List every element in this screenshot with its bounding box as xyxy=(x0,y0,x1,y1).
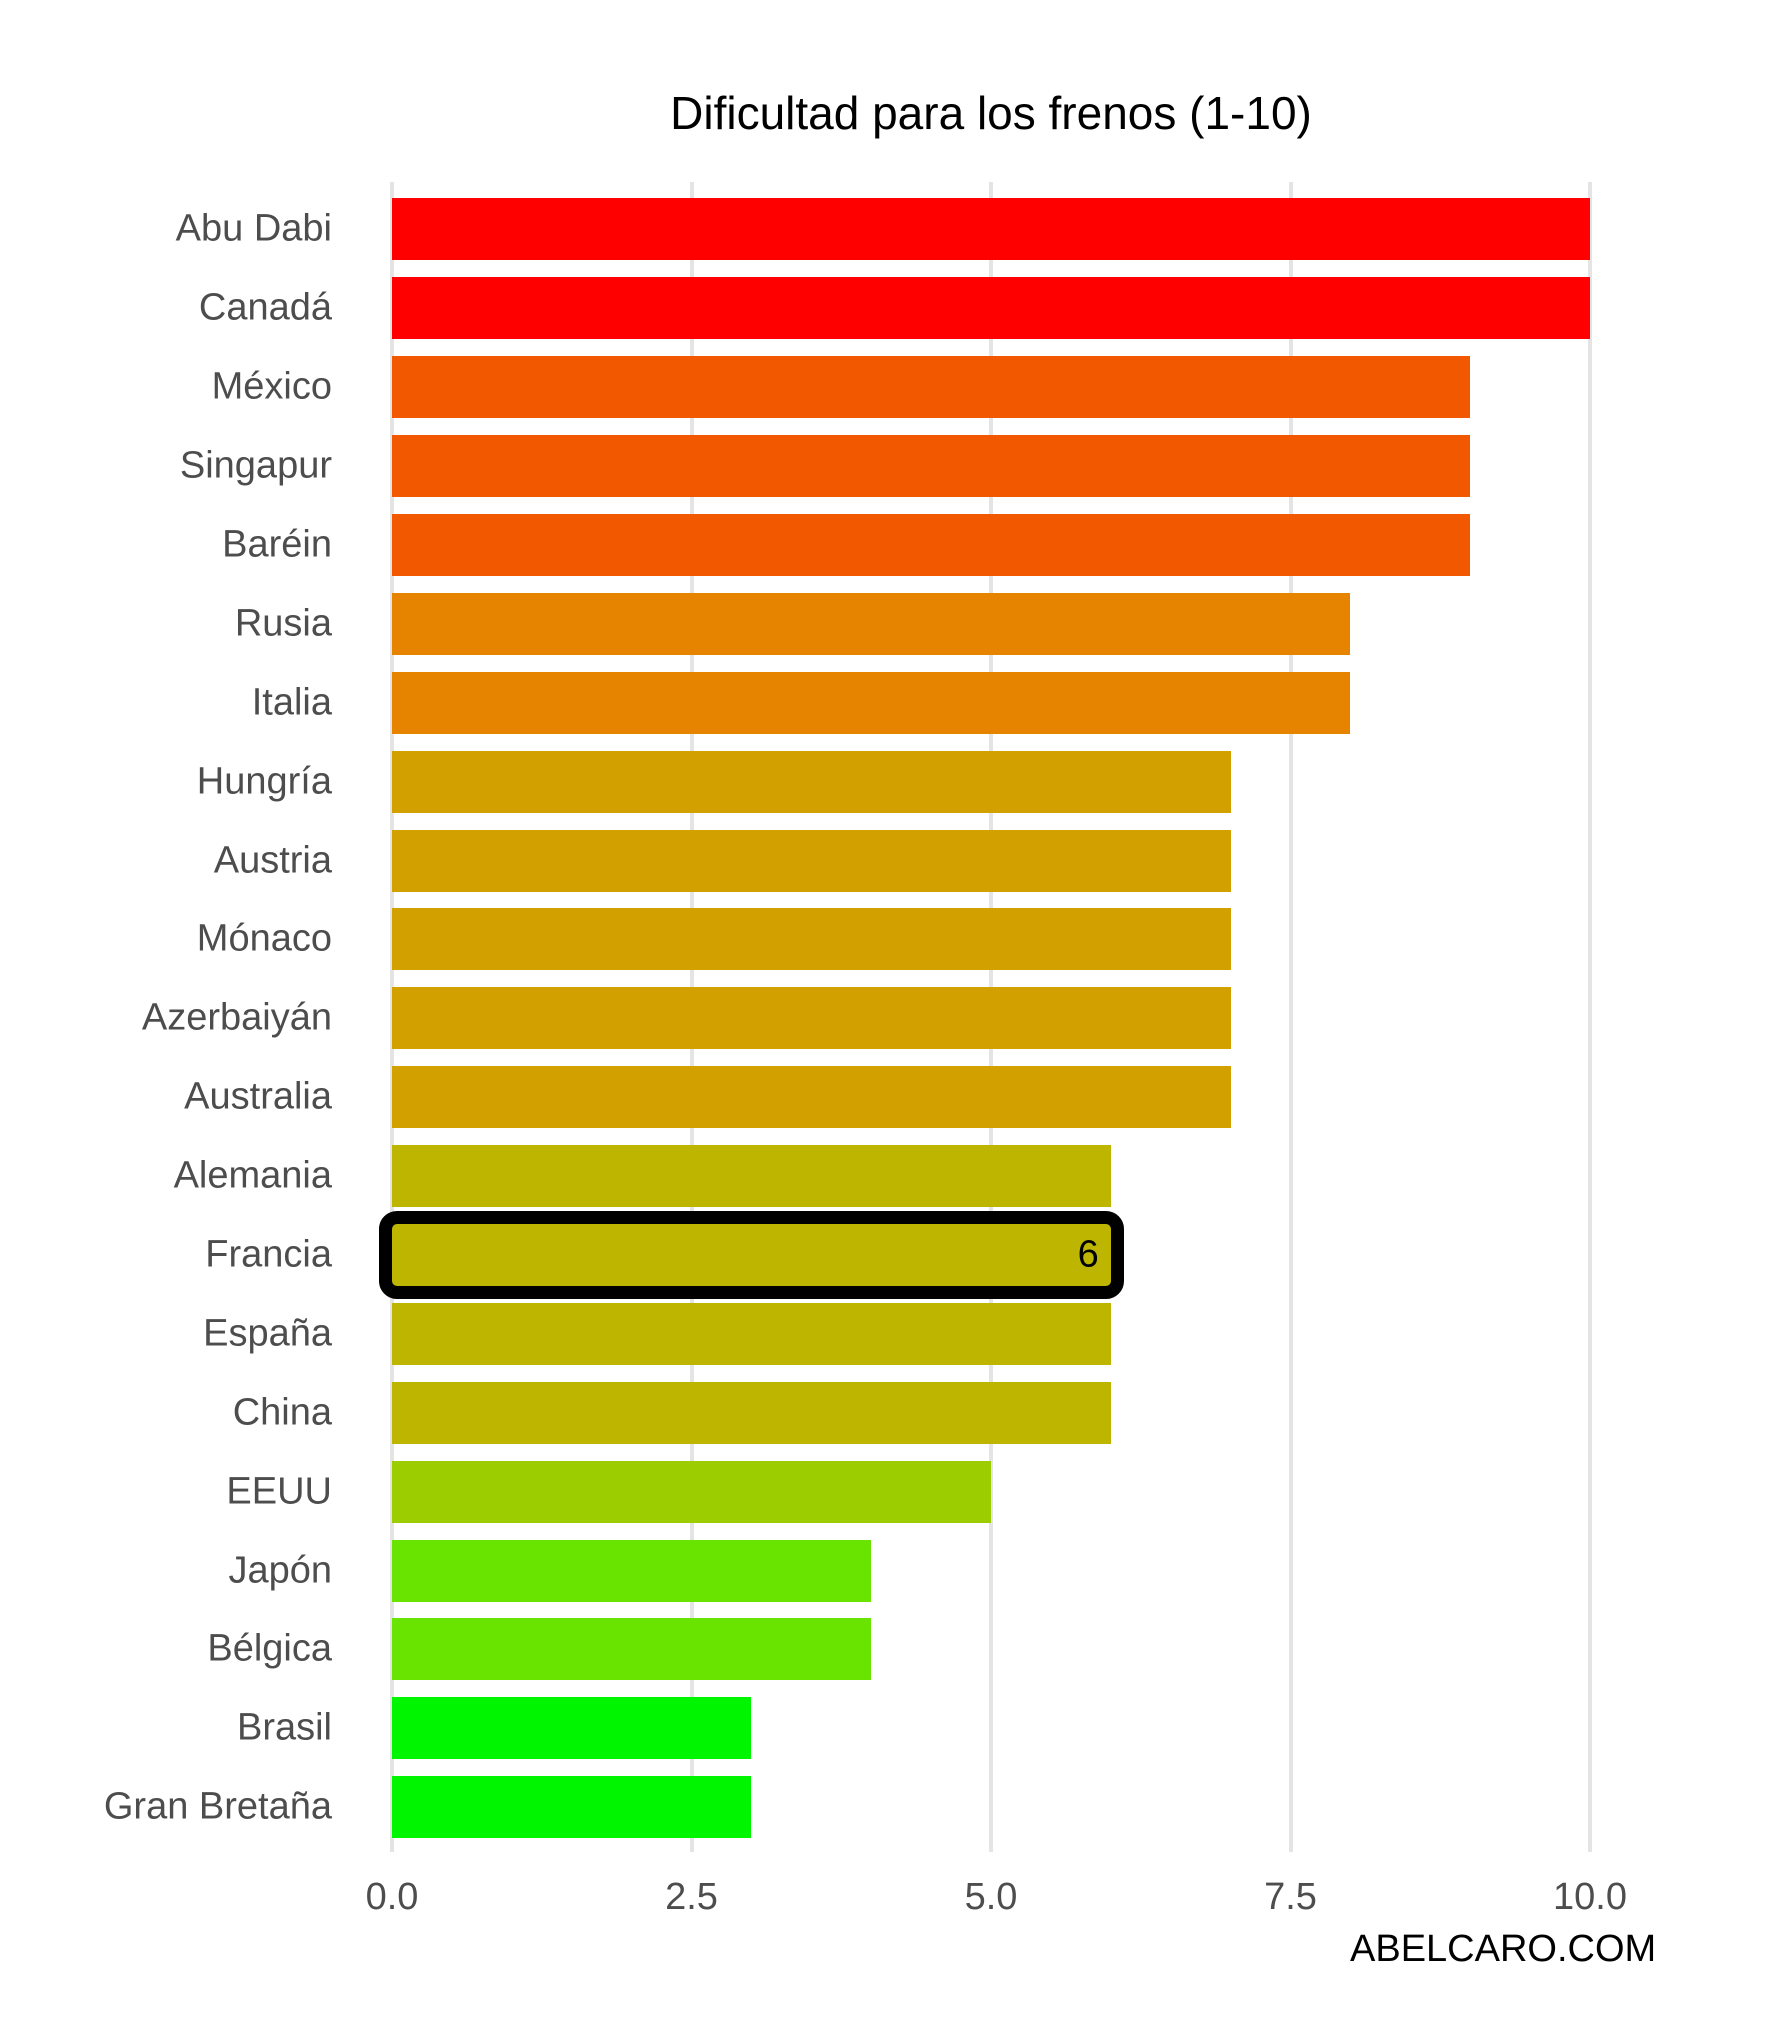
gridline-7.5 xyxy=(1288,182,1293,1852)
bar-España xyxy=(392,1302,1111,1365)
x-tick-label-2.5: 2.5 xyxy=(665,1876,718,1918)
bars-area: Abu Dabi Canadá México Singapur Baréin Rusia I… xyxy=(0,190,1771,1847)
watermark-text: ABELCARO.COM xyxy=(1350,1928,1657,1970)
category-label: Alemania xyxy=(173,1154,332,1197)
bar-row: España xyxy=(0,1294,1771,1373)
category-label: Italia xyxy=(251,681,332,724)
bar-México xyxy=(392,356,1471,419)
bar-row: China xyxy=(0,1373,1771,1452)
bar-Francia: 6 xyxy=(379,1211,1124,1300)
bar-China xyxy=(392,1381,1111,1444)
x-tick-label-10.0: 10.0 xyxy=(1553,1876,1627,1918)
bar-Azerbaiyán xyxy=(392,987,1231,1050)
category-label: Singapur xyxy=(179,444,332,487)
bar-Rusia xyxy=(392,592,1351,655)
gridline-10.0 xyxy=(1588,182,1592,1852)
bar-Alemania xyxy=(392,1145,1111,1208)
category-label: Azerbaiyán xyxy=(141,996,332,1039)
bar-Abu Dabi xyxy=(392,198,1590,261)
bar-row: Bélgica xyxy=(0,1610,1771,1689)
x-tick-label-0.0: 0.0 xyxy=(365,1876,419,1918)
bar-row: Italia xyxy=(0,663,1771,742)
x-tick-label-5.0: 5.0 xyxy=(964,1876,1018,1918)
bar-row: EEUU xyxy=(0,1452,1771,1531)
bar-Gran Bretaña xyxy=(392,1776,752,1839)
category-label: Rusia xyxy=(234,602,332,645)
bar-Bélgica xyxy=(392,1618,872,1681)
category-label: Bélgica xyxy=(207,1627,332,1670)
bar-row: Singapur xyxy=(0,427,1771,506)
bar-row: Baréin xyxy=(0,506,1771,585)
bar-row: Azerbaiyán xyxy=(0,979,1771,1058)
bar-value-label: 6 xyxy=(1077,1233,1099,1276)
highlight-outline xyxy=(379,1211,1124,1300)
category-label: China xyxy=(232,1391,332,1434)
bar-Hungría xyxy=(392,750,1231,813)
bar-row: Alemania xyxy=(0,1137,1771,1216)
category-label: Baréin xyxy=(222,523,332,566)
bar-row: Francia 6 xyxy=(0,1211,1771,1300)
bar-Brasil xyxy=(392,1697,752,1760)
chart-title: Dificultad para los frenos (1-10) xyxy=(670,87,1312,139)
category-label: Canadá xyxy=(198,286,332,329)
bar-row: Austria xyxy=(0,821,1771,900)
category-label: EEUU xyxy=(226,1470,332,1513)
x-tick-label-7.5: 7.5 xyxy=(1264,1876,1317,1918)
bar-row: México xyxy=(0,348,1771,427)
bar-Mónaco xyxy=(392,908,1231,971)
bar-row: Canadá xyxy=(0,269,1771,348)
category-label: Mónaco xyxy=(196,917,332,960)
category-label: Brasil xyxy=(236,1706,332,1749)
bar-Canadá xyxy=(392,277,1590,340)
bar-Baréin xyxy=(392,514,1471,576)
bar-Singapur xyxy=(392,435,1471,498)
category-label: España xyxy=(203,1312,332,1355)
bar-row: Australia xyxy=(0,1058,1771,1137)
bar-Japón xyxy=(392,1539,872,1602)
bar-Italia xyxy=(392,671,1351,734)
bar-row: Abu Dabi xyxy=(0,190,1771,269)
bar-Australia xyxy=(392,1066,1231,1129)
category-label: Francia xyxy=(205,1233,332,1276)
category-label: Gran Bretaña xyxy=(103,1785,332,1828)
category-label: Hungría xyxy=(196,760,332,803)
bar-row: Hungría xyxy=(0,742,1771,821)
bar-row: Mónaco xyxy=(0,900,1771,979)
bar-EEUU xyxy=(392,1460,991,1523)
category-label: Abu Dabi xyxy=(175,207,332,250)
bar-row: Brasil xyxy=(0,1689,1771,1768)
bar-Austria xyxy=(392,829,1231,892)
bar-row: Rusia xyxy=(0,584,1771,663)
bar-row: Japón xyxy=(0,1531,1771,1610)
bar-row: Gran Bretaña xyxy=(0,1768,1771,1847)
category-label: Japón xyxy=(228,1549,332,1592)
category-label: México xyxy=(211,365,332,408)
category-label: Austria xyxy=(213,839,332,882)
category-label: Australia xyxy=(184,1075,332,1118)
